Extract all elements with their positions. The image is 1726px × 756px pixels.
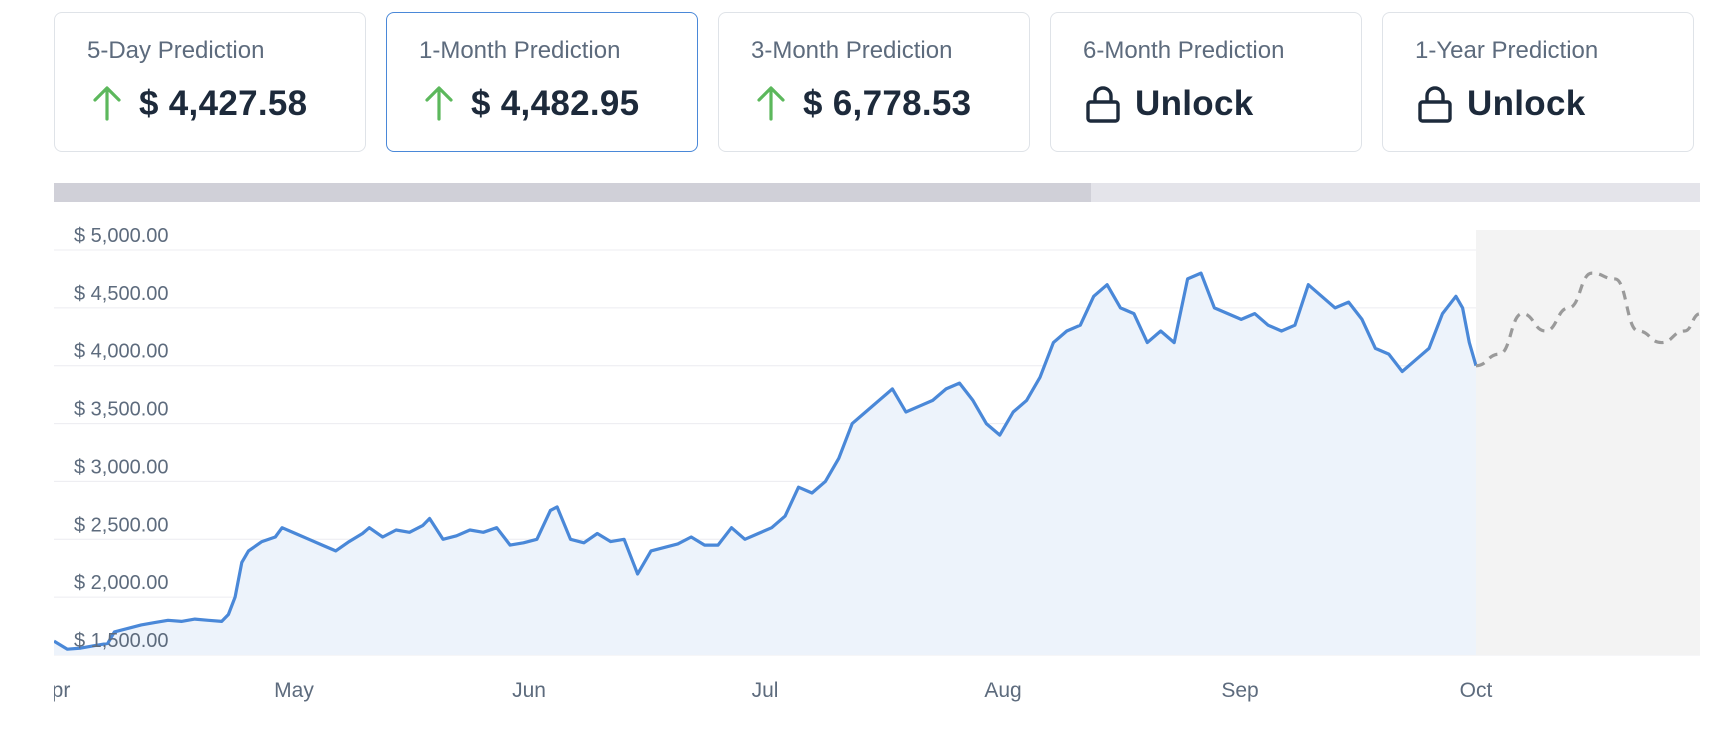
y-axis-ticks: $ 5,000.00 $ 4,500.00 $ 4,000.00 $ 3,500.00… — [74, 225, 169, 652]
forecast-background — [1476, 230, 1700, 655]
unlock-label: Unlock — [1135, 83, 1254, 123]
x-tick-label: May — [274, 679, 314, 702]
y-tick-label: $ 4,500.00 — [74, 283, 169, 305]
prediction-card-6-month[interactable]: 6-Month Prediction Unlock — [1050, 12, 1362, 152]
lock-icon — [1083, 83, 1123, 123]
card-value: $ 4,482.95 — [471, 83, 640, 123]
y-tick-label: $ 3,000.00 — [74, 456, 169, 478]
card-title: 6-Month Prediction — [1083, 37, 1285, 64]
forecast-line — [1475, 271, 1701, 368]
arrow-up-icon — [87, 83, 127, 123]
card-value: $ 6,778.53 — [803, 83, 972, 123]
arrow-up-icon — [751, 83, 791, 123]
x-tick-label: Aug — [984, 679, 1021, 702]
card-title: 1-Month Prediction — [419, 37, 621, 64]
card-value: $ 4,427.58 — [139, 83, 308, 123]
y-tick-label: $ 3,500.00 — [74, 399, 169, 421]
arrow-up-icon — [419, 83, 459, 123]
x-tick-label: Oct — [1460, 679, 1493, 702]
x-tick-label: Jun — [512, 679, 546, 702]
y-tick-label: $ 4,000.00 — [74, 341, 169, 363]
card-title: 5-Day Prediction — [87, 37, 265, 64]
x-tick-label: Apr — [38, 679, 71, 702]
prediction-card-1-year[interactable]: 1-Year Prediction Unlock — [1382, 12, 1694, 152]
x-axis-ticks: Apr May Jun Jul Aug Sep Oct — [38, 679, 1493, 702]
price-line — [54, 271, 1478, 651]
price-area — [54, 273, 1476, 655]
card-title: 3-Month Prediction — [751, 37, 953, 64]
y-tick-label: $ 2,000.00 — [74, 572, 169, 594]
range-selector-handle[interactable] — [54, 183, 1091, 202]
chart-lines — [54, 271, 1701, 651]
forecast-region — [1476, 230, 1700, 655]
prediction-cards: 5-Day Prediction $ 4,427.58 1-Month Pred… — [54, 12, 1694, 152]
range-selector-track[interactable] — [54, 183, 1700, 202]
y-tick-label: $ 1,500.00 — [74, 630, 169, 652]
unlock-label: Unlock — [1467, 83, 1586, 123]
card-title: 1-Year Prediction — [1415, 37, 1599, 64]
chart-areas — [54, 273, 1476, 655]
prediction-card-3-month[interactable]: 3-Month Prediction $ 6,778.53 — [718, 12, 1030, 152]
y-tick-label: $ 5,000.00 — [74, 225, 169, 247]
x-tick-label: Jul — [752, 679, 779, 702]
prediction-card-5-day[interactable]: 5-Day Prediction $ 4,427.58 — [54, 12, 366, 152]
prediction-card-1-month[interactable]: 1-Month Prediction $ 4,482.95 — [386, 12, 698, 152]
lock-icon — [1415, 83, 1455, 123]
y-tick-label: $ 2,500.00 — [74, 514, 169, 536]
x-tick-label: Sep — [1221, 679, 1258, 702]
